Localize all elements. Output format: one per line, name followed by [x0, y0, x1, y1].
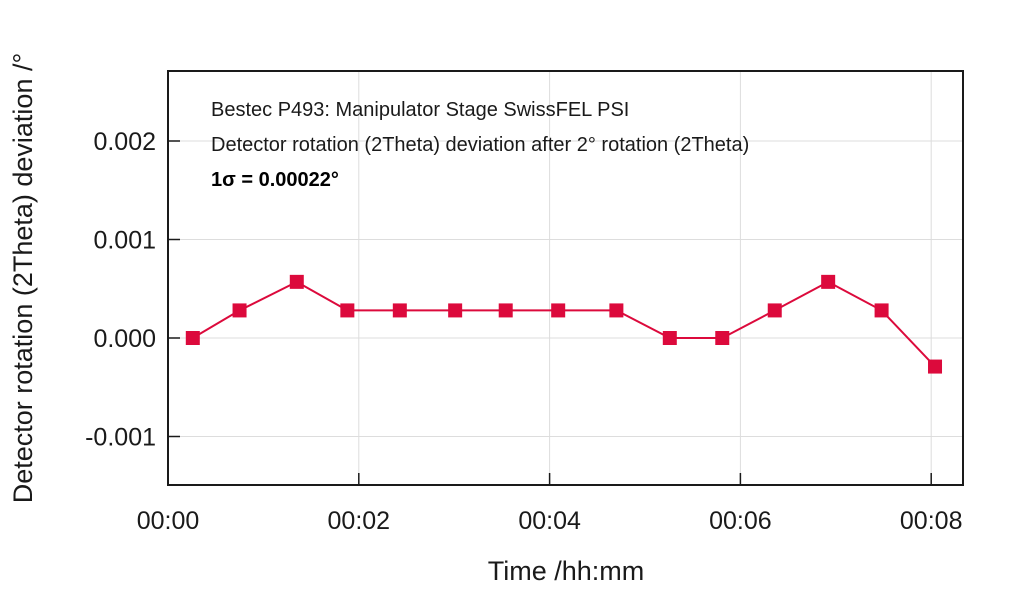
plot-frame [167, 70, 964, 486]
data-point-marker [767, 303, 782, 318]
annotation-line-2: Detector rotation (2Theta) deviation aft… [211, 134, 749, 156]
x-tick-label: 00:00 [137, 507, 200, 535]
data-point-marker [448, 303, 463, 318]
y-tick-label: 0.002 [93, 128, 156, 156]
y-tick-label: 0.000 [93, 325, 156, 353]
data-point-marker [289, 274, 304, 289]
x-axis-title: Time /hh:mm [488, 556, 645, 586]
data-point-marker [232, 303, 247, 318]
data-point-marker [662, 331, 677, 345]
x-tick-label: 00:04 [518, 507, 581, 535]
data-point-marker [498, 303, 513, 318]
annotation-line-1: Bestec P493: Manipulator Stage SwissFEL … [211, 99, 629, 121]
y-axis-tick-labels: 0.002 0.001 0.000 -0.001 [85, 128, 156, 452]
y-axis-title: Detector rotation (2Theta) deviation /° [8, 53, 38, 504]
annotation-sigma: 1σ = 0.00022° [211, 169, 339, 191]
data-point-marker [928, 359, 943, 374]
data-series [185, 274, 943, 374]
data-point-marker [609, 303, 624, 318]
data-point-marker [874, 303, 889, 318]
y-tick-label: 0.001 [93, 227, 156, 255]
grid-lines [168, 71, 963, 485]
chart-annotation: Bestec P493: Manipulator Stage SwissFEL … [211, 99, 749, 191]
data-point-marker [392, 303, 407, 318]
data-point-marker [821, 274, 836, 289]
x-axis-tick-labels: 00:00 00:02 00:04 00:06 00:08 [137, 507, 963, 535]
y-tick-label: -0.001 [85, 424, 156, 452]
axis-ticks [168, 140, 932, 485]
data-point-marker [340, 303, 355, 318]
x-tick-label: 00:02 [328, 507, 391, 535]
x-tick-label: 00:08 [900, 507, 963, 535]
data-point-marker [185, 331, 200, 345]
data-point-marker [715, 331, 730, 345]
data-point-marker [551, 303, 566, 318]
x-tick-label: 00:06 [709, 507, 772, 535]
series-line [192, 280, 936, 368]
